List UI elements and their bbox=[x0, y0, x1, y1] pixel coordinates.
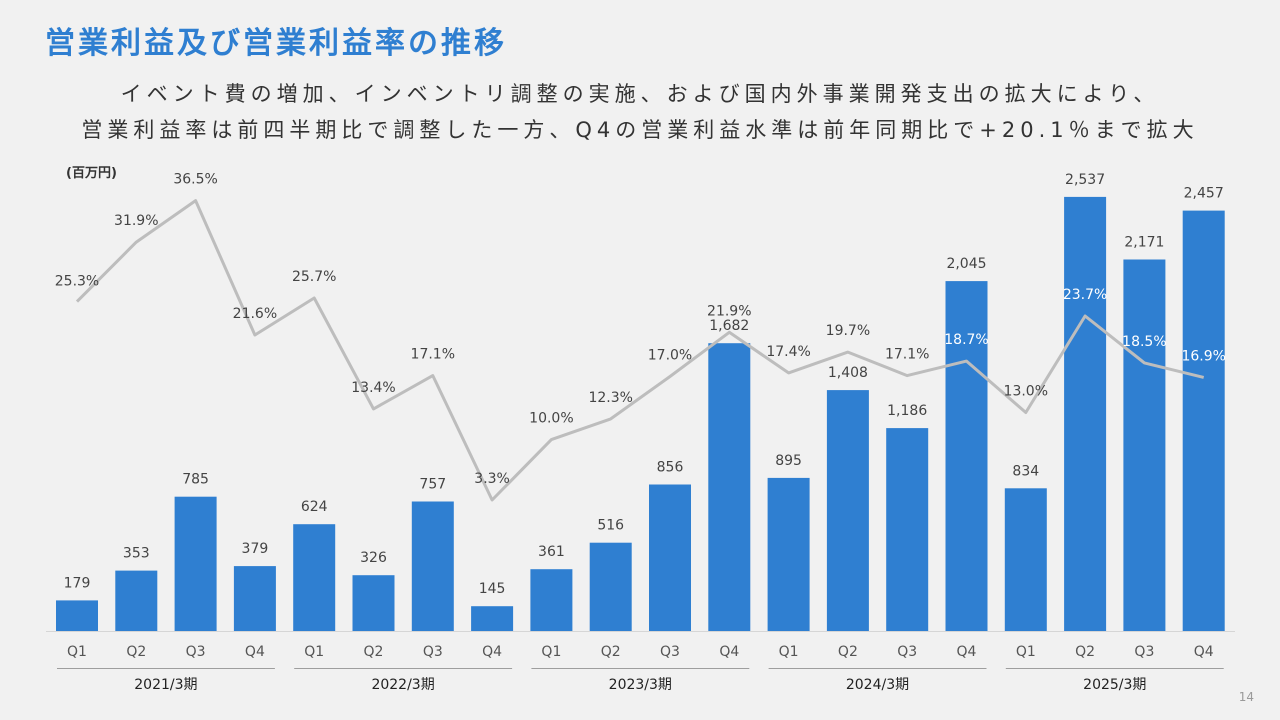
bar-value-label-17: 2,537 bbox=[1065, 172, 1105, 188]
unit-label: (百万円) bbox=[66, 166, 117, 181]
rate-label-18: 18.5% bbox=[1122, 334, 1166, 350]
fiscal-year-label-2: 2023/3期 bbox=[609, 677, 672, 693]
x-tick-label-9: Q2 bbox=[601, 644, 621, 660]
rate-label-5: 13.4% bbox=[351, 380, 395, 396]
page-title: 営業利益及び営業利益率の推移 bbox=[45, 26, 507, 61]
x-tick-label-18: Q3 bbox=[1134, 644, 1154, 660]
x-tick-label-1: Q2 bbox=[126, 644, 146, 660]
bar-value-label-12: 895 bbox=[775, 453, 802, 469]
rate-label-2: 36.5% bbox=[173, 172, 217, 188]
bar-2 bbox=[174, 496, 217, 631]
rate-label-7: 3.3% bbox=[474, 471, 510, 487]
rate-label-6: 17.1% bbox=[411, 347, 455, 363]
bar-18 bbox=[1123, 259, 1166, 631]
x-tick-label-3: Q4 bbox=[245, 644, 265, 660]
x-tick-label-19: Q4 bbox=[1194, 644, 1214, 660]
rate-label-13: 19.7% bbox=[826, 323, 870, 339]
rate-label-1: 31.9% bbox=[114, 213, 158, 229]
bar-10 bbox=[649, 484, 691, 631]
rate-label-4: 25.7% bbox=[292, 269, 336, 285]
bar-15 bbox=[945, 281, 988, 631]
bar-17 bbox=[1064, 196, 1107, 631]
x-tick-label-11: Q4 bbox=[719, 644, 739, 660]
rate-label-8: 10.0% bbox=[529, 411, 573, 427]
x-tick-label-7: Q4 bbox=[482, 644, 502, 660]
x-tick-label-14: Q3 bbox=[897, 644, 917, 660]
bar-13 bbox=[826, 390, 869, 631]
rate-label-19: 16.9% bbox=[1181, 348, 1225, 364]
x-tick-label-16: Q1 bbox=[1016, 644, 1036, 660]
rate-label-11: 21.9% bbox=[707, 303, 751, 319]
subtitle-line-1: イベント費の増加、インベントリ調整の実施、および国内外事業開発支出の拡大により、 bbox=[120, 82, 1160, 106]
subtitle-line-2: 営業利益率は前四半期比で調整した一方、Q4の営業利益水準は前年同期比で+20.1… bbox=[81, 118, 1199, 142]
bar-value-label-8: 361 bbox=[538, 544, 565, 560]
rate-label-14: 17.1% bbox=[885, 347, 929, 363]
x-tick-label-17: Q2 bbox=[1075, 644, 1095, 660]
bar-6 bbox=[411, 501, 454, 631]
page-number: 14 bbox=[1238, 690, 1254, 704]
x-tick-label-0: Q1 bbox=[67, 644, 87, 660]
x-tick-label-6: Q3 bbox=[423, 644, 443, 660]
fiscal-year-label-0: 2021/3期 bbox=[134, 677, 197, 693]
bar-5 bbox=[352, 575, 395, 631]
bar-19 bbox=[1182, 210, 1225, 631]
bar-value-label-15: 2,045 bbox=[946, 256, 986, 272]
bar-value-label-19: 2,457 bbox=[1184, 186, 1224, 202]
bar-14 bbox=[886, 428, 929, 631]
rate-line-layer bbox=[75, 199, 1205, 502]
x-tick-label-12: Q1 bbox=[779, 644, 799, 660]
x-tick-label-10: Q3 bbox=[660, 644, 680, 660]
bar-value-label-10: 856 bbox=[657, 460, 684, 476]
bar-value-label-2: 785 bbox=[182, 472, 209, 488]
bar-4 bbox=[293, 524, 336, 631]
x-tick-label-13: Q2 bbox=[838, 644, 858, 660]
bar-value-label-7: 145 bbox=[479, 581, 506, 597]
axis-layer: Q1 Q2 Q3 Q4 Q1 Q2 Q3 Q4 Q1 Q2 Q3 Q4 Q1 Q2 Q3 Q4 Q1 Q2 Q3 Q4… bbox=[46, 631, 1235, 693]
rate-label-9: 12.3% bbox=[588, 390, 632, 406]
bars-layer bbox=[56, 196, 1225, 631]
bar-16 bbox=[1004, 488, 1047, 631]
bar-12 bbox=[767, 477, 810, 631]
bar-value-label-14: 1,186 bbox=[887, 403, 927, 419]
rate-label-12: 17.4% bbox=[766, 344, 810, 360]
bar-value-label-18: 2,171 bbox=[1124, 235, 1164, 251]
bar-9 bbox=[589, 542, 632, 631]
bar-value-label-1: 353 bbox=[123, 546, 150, 562]
bar-value-label-3: 379 bbox=[242, 541, 269, 557]
rate-line bbox=[75, 199, 1205, 502]
bar-8 bbox=[530, 569, 573, 631]
x-tick-label-8: Q1 bbox=[541, 644, 561, 660]
fiscal-year-label-4: 2025/3期 bbox=[1083, 677, 1146, 693]
bar-7 bbox=[471, 606, 514, 631]
fiscal-year-label-3: 2024/3期 bbox=[846, 677, 909, 693]
rate-label-16: 13.0% bbox=[1004, 384, 1048, 400]
rate-label-17: 23.7% bbox=[1063, 287, 1107, 303]
bar-1 bbox=[115, 570, 158, 631]
rate-label-3: 21.6% bbox=[233, 306, 277, 322]
bar-value-label-11: 1,682 bbox=[709, 318, 749, 334]
bar-value-label-13: 1,408 bbox=[828, 365, 868, 381]
rate-label-15: 18.7% bbox=[944, 332, 988, 348]
bar-value-label-4: 624 bbox=[301, 499, 328, 515]
bar-11 bbox=[708, 343, 751, 631]
x-tick-label-4: Q1 bbox=[304, 644, 324, 660]
x-tick-label-2: Q3 bbox=[186, 644, 206, 660]
bar-0 bbox=[56, 600, 98, 631]
bar-value-label-6: 757 bbox=[419, 477, 446, 493]
bar-3 bbox=[233, 566, 276, 631]
rate-label-10: 17.0% bbox=[648, 348, 692, 364]
x-tick-label-5: Q2 bbox=[364, 644, 384, 660]
x-tick-label-15: Q4 bbox=[957, 644, 977, 660]
bar-value-label-0: 179 bbox=[64, 575, 91, 591]
labels-layer: 179 353 785 379 624 326 757 145 361 516 856 1,682 89… bbox=[55, 172, 1226, 598]
bar-value-label-5: 326 bbox=[360, 550, 387, 566]
bar-value-label-9: 516 bbox=[597, 518, 624, 534]
bar-value-label-16: 834 bbox=[1012, 463, 1039, 479]
rate-label-0: 25.3% bbox=[55, 274, 99, 290]
fiscal-year-label-1: 2022/3期 bbox=[371, 677, 434, 693]
